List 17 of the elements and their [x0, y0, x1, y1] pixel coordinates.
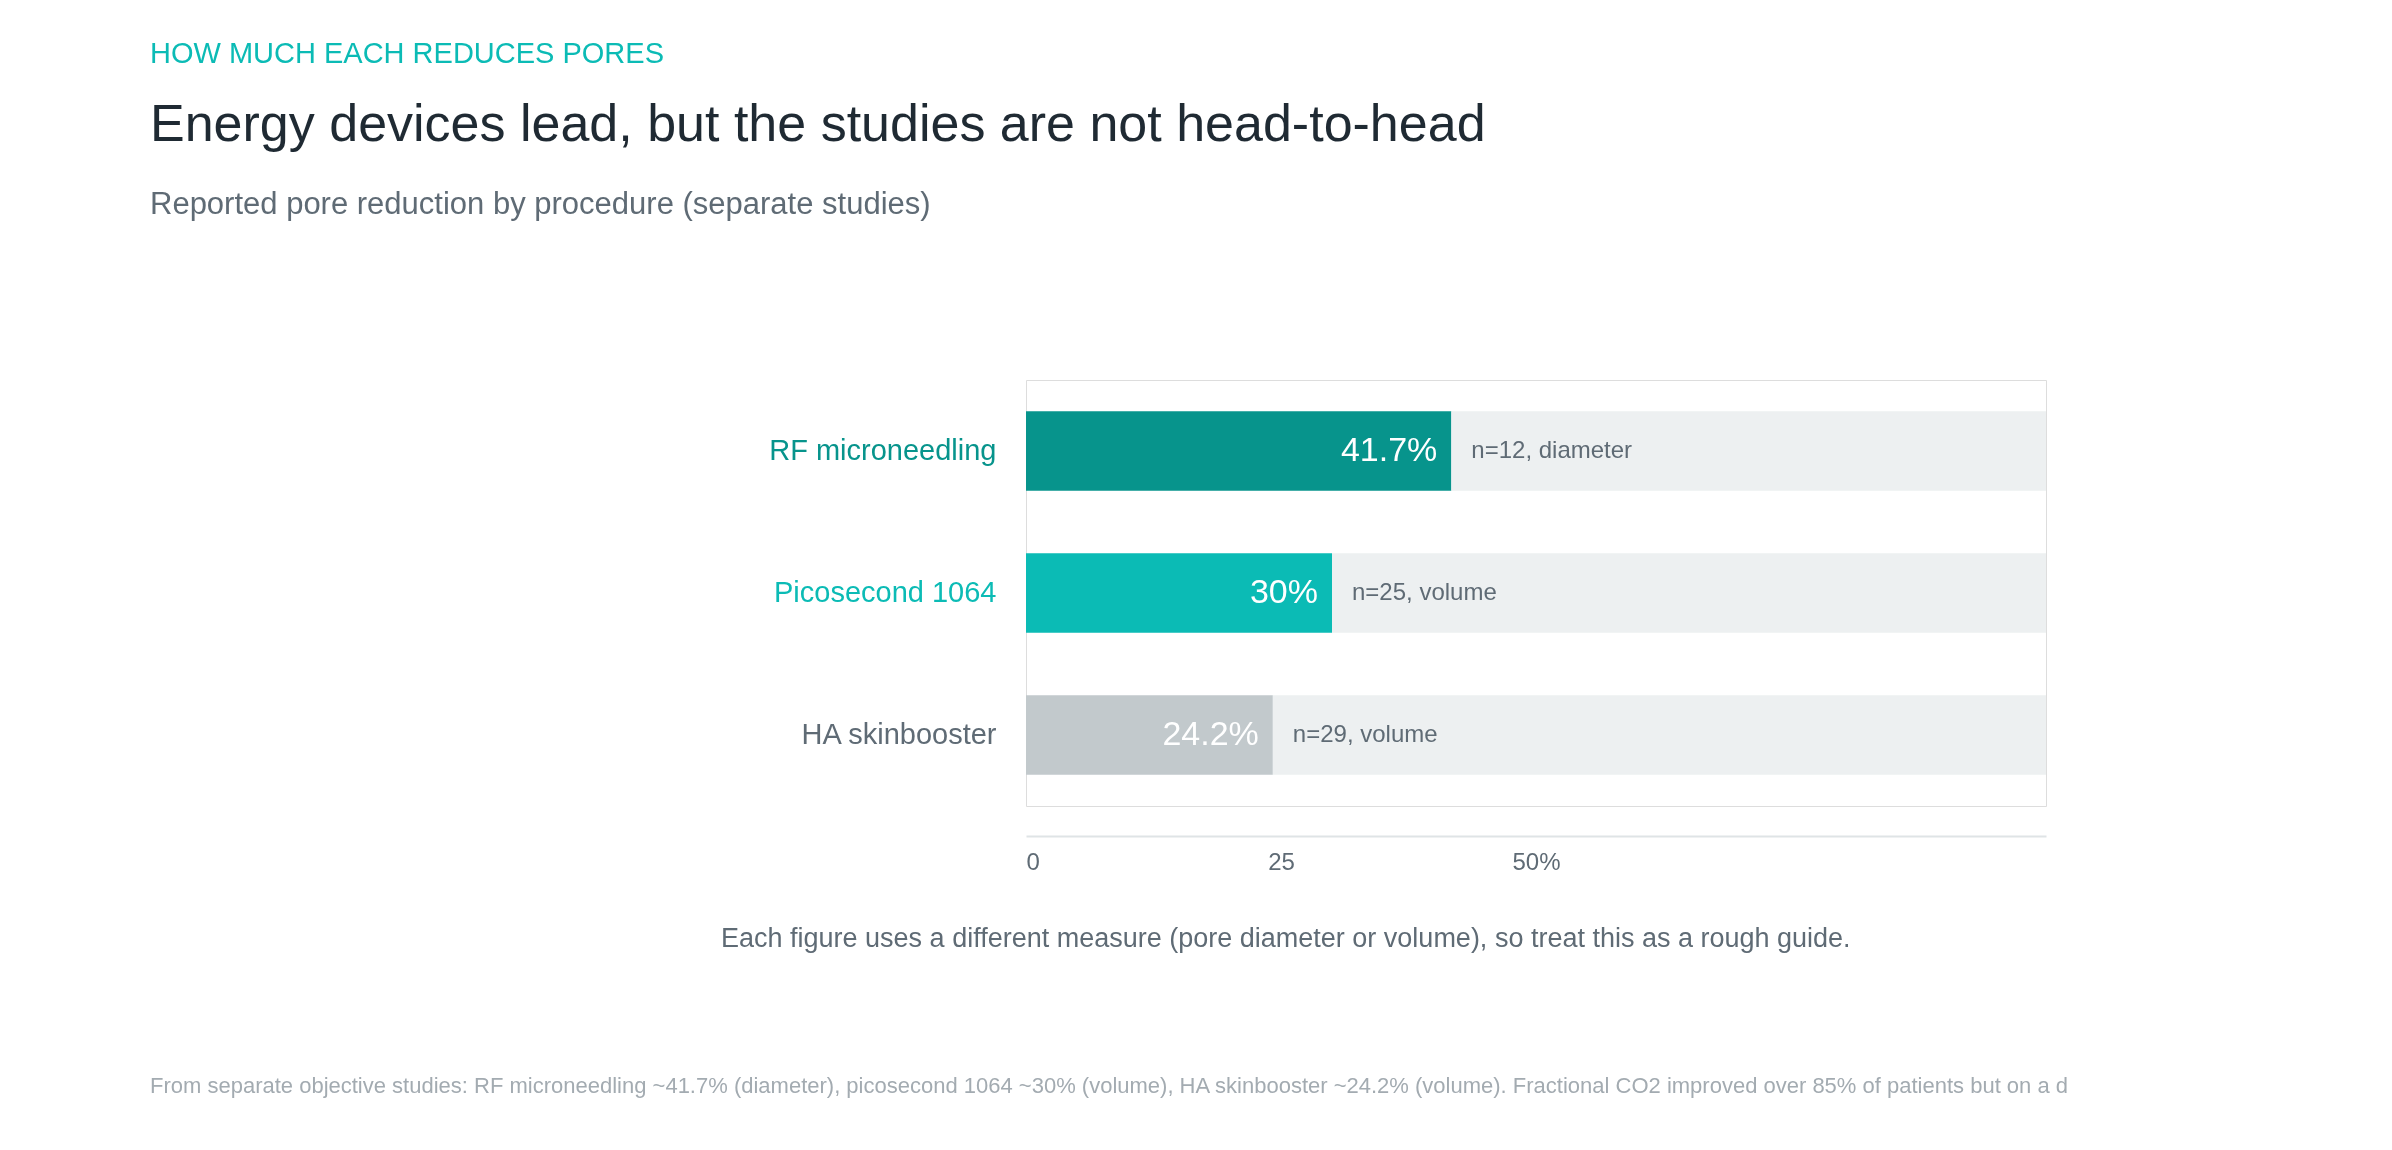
y-tick-label: HA skinbooster [801, 718, 997, 750]
text: Reported pore reduction by procedure (separate studies) [150, 186, 931, 221]
chart-title: Energy devices lead, but the studies are not head-to-head [150, 94, 1486, 152]
x-tick-label: 0 [1026, 847, 1040, 875]
data-label: 24.2% [1162, 714, 1259, 752]
text: Each figure uses a different measure (pore diameter or volume), so treat this as a rough guide. [721, 923, 1851, 953]
x-tick-label: 50% [1512, 847, 1561, 875]
text: From separate objective studies: RF microneedling ~41.7% (diameter), picosecond 1064 ~30% (volume), HA skinbooster ~24.2% (volume). Fractional CO2 improved over 85% of patients but on a d [150, 1073, 2069, 1098]
data-label: 30% [1249, 572, 1318, 610]
annotation: n=29, volume [1292, 720, 1438, 747]
x-tick-label: 25 [1268, 847, 1295, 875]
y-tick-label: Picosecond 1064 [774, 576, 997, 608]
y-tick-label: RF microneedling [769, 434, 997, 466]
annotation: n=12, diameter [1471, 436, 1633, 463]
annotation: n=25, volume [1352, 578, 1497, 605]
data-label: 41.7% [1340, 430, 1438, 468]
text: HOW MUCH EACH REDUCES PORES [150, 37, 664, 69]
